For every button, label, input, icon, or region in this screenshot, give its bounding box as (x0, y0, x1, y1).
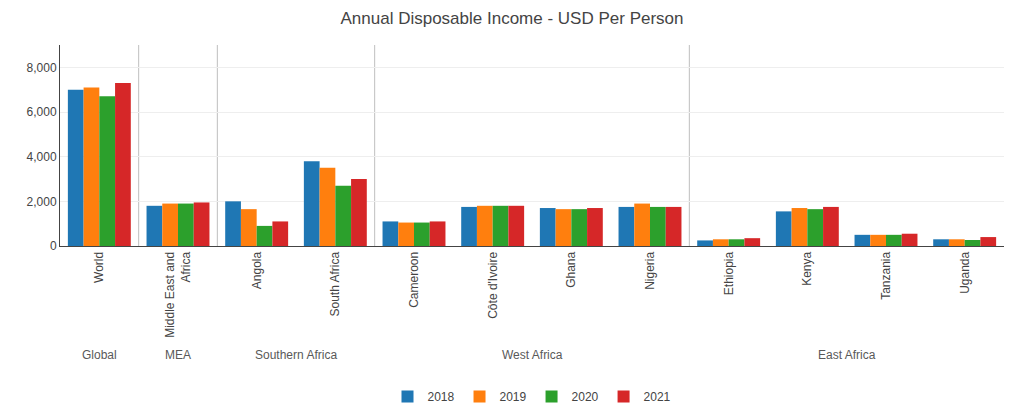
svg-text:West Africa: West Africa (502, 348, 563, 362)
svg-text:Global: Global (82, 348, 117, 362)
svg-text:8,000: 8,000 (27, 61, 57, 75)
svg-text:Annual Disposable Income - USD: Annual Disposable Income - USD Per Perso… (341, 9, 684, 28)
svg-text:Uganda: Uganda (958, 251, 972, 293)
svg-text:2,000: 2,000 (27, 195, 57, 209)
svg-text:2018: 2018 (428, 390, 455, 404)
svg-text:Côte d'Ivoire: Côte d'Ivoire (486, 251, 500, 318)
svg-text:Southern Africa: Southern Africa (255, 348, 337, 362)
svg-text:0: 0 (50, 239, 57, 253)
svg-text:Ghana: Ghana (564, 251, 578, 287)
svg-text:2019: 2019 (500, 390, 527, 404)
svg-text:Tanzania: Tanzania (879, 251, 893, 299)
svg-text:2020: 2020 (572, 390, 599, 404)
svg-text:Nigeria: Nigeria (643, 251, 657, 289)
svg-text:South Africa: South Africa (328, 251, 342, 316)
svg-text:MEA: MEA (165, 348, 191, 362)
svg-text:Cameroon: Cameroon (407, 252, 421, 308)
svg-text:2021: 2021 (644, 390, 671, 404)
svg-text:6,000: 6,000 (27, 105, 57, 119)
svg-text:Middle East andAfrica: Middle East andAfrica (163, 251, 193, 337)
svg-text:World: World (92, 252, 106, 283)
svg-text:East Africa: East Africa (818, 348, 876, 362)
svg-text:Ethiopia: Ethiopia (722, 251, 736, 295)
svg-text:Kenya: Kenya (800, 251, 814, 285)
svg-text:4,000: 4,000 (27, 150, 57, 164)
svg-text:Angola: Angola (250, 251, 264, 289)
